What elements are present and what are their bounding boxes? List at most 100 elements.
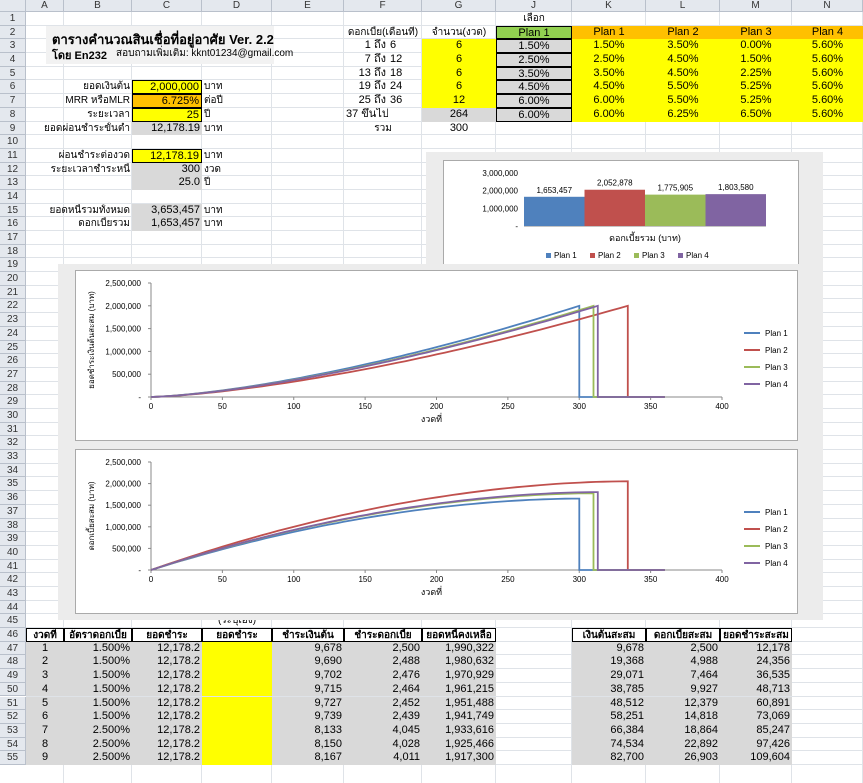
period-count[interactable]: 12 bbox=[422, 94, 496, 108]
principal-line-chart[interactable]: - 500,000 1,000,000 1,500,000 2,000,000 2,500… bbox=[75, 270, 798, 441]
manual-payment-input[interactable] bbox=[202, 669, 272, 683]
column-header-B[interactable]: B bbox=[64, 0, 132, 12]
manual-payment-input[interactable] bbox=[202, 710, 272, 724]
plan-rate[interactable]: 4.50% bbox=[572, 80, 646, 95]
row-header-44[interactable]: 44 bbox=[0, 600, 26, 615]
row-header-25[interactable]: 25 bbox=[0, 340, 26, 355]
row-header-1[interactable]: 1 bbox=[0, 12, 26, 26]
row-header-19[interactable]: 19 bbox=[0, 258, 26, 273]
row-header-8[interactable]: 8 bbox=[0, 107, 26, 122]
plan-rate[interactable]: 5.60% bbox=[792, 94, 863, 108]
column-header-K[interactable]: K bbox=[572, 0, 646, 12]
plan-rate[interactable]: 6.00% bbox=[572, 94, 646, 108]
row-header-12[interactable]: 12 bbox=[0, 162, 26, 177]
plan-rate[interactable]: 5.60% bbox=[792, 107, 863, 122]
row-header-7[interactable]: 7 bbox=[0, 94, 26, 108]
row-header-24[interactable]: 24 bbox=[0, 326, 26, 341]
row-header-33[interactable]: 33 bbox=[0, 450, 26, 464]
row-header-48[interactable]: 48 bbox=[0, 655, 26, 670]
input-value[interactable]: 6.725% bbox=[132, 94, 202, 108]
manual-payment-input[interactable] bbox=[202, 737, 272, 752]
row-header-13[interactable]: 13 bbox=[0, 176, 26, 190]
row-header-10[interactable]: 10 bbox=[0, 135, 26, 149]
plan-rate[interactable]: 2.50% bbox=[572, 53, 646, 67]
row-header-32[interactable]: 32 bbox=[0, 436, 26, 451]
row-header-40[interactable]: 40 bbox=[0, 545, 26, 560]
plan-rate[interactable]: 5.60% bbox=[792, 80, 863, 95]
row-header-51[interactable]: 51 bbox=[0, 696, 26, 711]
manual-payment-input[interactable] bbox=[202, 696, 272, 711]
row-header-38[interactable]: 38 bbox=[0, 518, 26, 533]
manual-payment-input[interactable] bbox=[202, 682, 272, 697]
row-header-55[interactable]: 55 bbox=[0, 751, 26, 765]
plan-rate[interactable]: 5.50% bbox=[646, 80, 720, 95]
input-value[interactable]: 25 bbox=[132, 107, 202, 122]
row-header-27[interactable]: 27 bbox=[0, 367, 26, 382]
row-header-53[interactable]: 53 bbox=[0, 723, 26, 738]
plan-rate[interactable]: 6.50% bbox=[720, 107, 792, 122]
manual-payment-input[interactable] bbox=[202, 751, 272, 765]
column-header-L[interactable]: L bbox=[646, 0, 720, 12]
plan-rate[interactable]: 5.25% bbox=[720, 94, 792, 108]
row-header-6[interactable]: 6 bbox=[0, 80, 26, 95]
row-header-2[interactable]: 2 bbox=[0, 25, 26, 40]
row-header-31[interactable]: 31 bbox=[0, 422, 26, 437]
column-header-E[interactable]: E bbox=[272, 0, 344, 12]
plan-rate[interactable]: 3.50% bbox=[572, 66, 646, 81]
column-header-J[interactable]: J bbox=[496, 0, 572, 12]
row-header-11[interactable]: 11 bbox=[0, 148, 26, 163]
plan-rate[interactable]: 1.50% bbox=[720, 53, 792, 67]
manual-payment-input[interactable] bbox=[202, 641, 272, 656]
plan-rate[interactable]: 3.50% bbox=[646, 39, 720, 54]
plan-rate[interactable]: 0.00% bbox=[720, 39, 792, 54]
period-count[interactable]: 6 bbox=[422, 53, 496, 67]
plan-rate[interactable]: 2.25% bbox=[720, 66, 792, 81]
plan-rate[interactable]: 6.25% bbox=[646, 107, 720, 122]
row-header-46[interactable]: 46 bbox=[0, 628, 26, 642]
row-header-36[interactable]: 36 bbox=[0, 491, 26, 505]
period-count[interactable]: 6 bbox=[422, 80, 496, 95]
row-header-34[interactable]: 34 bbox=[0, 463, 26, 478]
interest-line-chart[interactable]: - 500,000 1,000,000 1,500,000 2,000,000 2,500… bbox=[75, 449, 798, 614]
row-header-3[interactable]: 3 bbox=[0, 39, 26, 54]
plan-rate[interactable]: 5.60% bbox=[792, 53, 863, 67]
row-header-20[interactable]: 20 bbox=[0, 272, 26, 286]
row-header-18[interactable]: 18 bbox=[0, 244, 26, 259]
plan-rate[interactable]: 5.50% bbox=[646, 94, 720, 108]
row-header-17[interactable]: 17 bbox=[0, 231, 26, 245]
row-header-49[interactable]: 49 bbox=[0, 669, 26, 683]
selected-plan-dropdown[interactable]: Plan 1 bbox=[496, 25, 572, 40]
row-header-5[interactable]: 5 bbox=[0, 66, 26, 81]
row-header-42[interactable]: 42 bbox=[0, 573, 26, 587]
plan-rate[interactable]: 1.50% bbox=[572, 39, 646, 54]
row-header-50[interactable]: 50 bbox=[0, 682, 26, 697]
row-header-30[interactable]: 30 bbox=[0, 409, 26, 423]
plan-rate[interactable]: 6.00% bbox=[572, 107, 646, 122]
row-header-22[interactable]: 22 bbox=[0, 299, 26, 314]
column-header-A[interactable]: A bbox=[26, 0, 64, 12]
row-header-9[interactable]: 9 bbox=[0, 121, 26, 136]
plan-rate[interactable]: 4.50% bbox=[646, 53, 720, 67]
column-header-N[interactable]: N bbox=[792, 0, 863, 12]
plan-rate[interactable]: 4.50% bbox=[646, 66, 720, 81]
row-header-28[interactable]: 28 bbox=[0, 381, 26, 396]
row-header-4[interactable]: 4 bbox=[0, 53, 26, 67]
row-header-23[interactable]: 23 bbox=[0, 313, 26, 327]
manual-payment-input[interactable] bbox=[202, 655, 272, 670]
row-header-16[interactable]: 16 bbox=[0, 217, 26, 232]
column-header-C[interactable]: C bbox=[132, 0, 202, 12]
manual-payment-input[interactable] bbox=[202, 723, 272, 738]
row-header-54[interactable]: 54 bbox=[0, 737, 26, 752]
row-header-15[interactable]: 15 bbox=[0, 203, 26, 218]
row-header-35[interactable]: 35 bbox=[0, 477, 26, 492]
plan-rate[interactable]: 5.60% bbox=[792, 66, 863, 81]
row-header-14[interactable]: 14 bbox=[0, 189, 26, 204]
row-header-26[interactable]: 26 bbox=[0, 354, 26, 368]
row-header-21[interactable]: 21 bbox=[0, 285, 26, 300]
period-count[interactable]: 6 bbox=[422, 66, 496, 81]
column-header-F[interactable]: F bbox=[344, 0, 422, 12]
plan-rate[interactable]: 5.60% bbox=[792, 39, 863, 54]
column-header-M[interactable]: M bbox=[720, 0, 792, 12]
column-header-D[interactable]: D bbox=[202, 0, 272, 12]
column-header-G[interactable]: G bbox=[422, 0, 496, 12]
